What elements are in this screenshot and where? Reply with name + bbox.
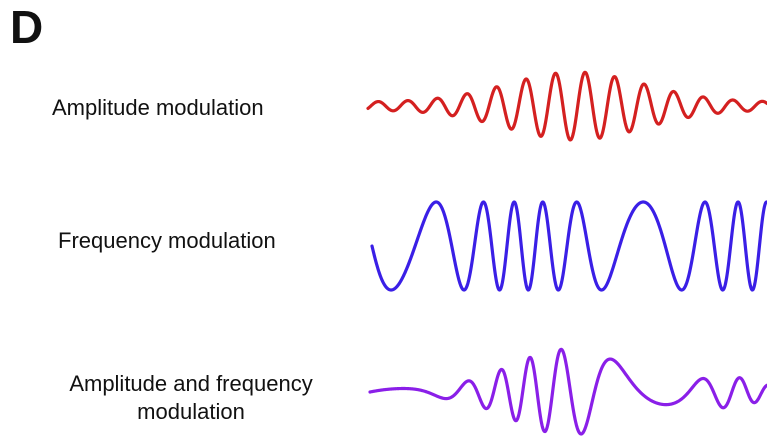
panel-letter: D: [10, 1, 44, 53]
afm-label-line1: Amplitude and frequency: [69, 371, 313, 396]
amplitude-modulation-wave: [366, 70, 767, 142]
amplitude-frequency-modulation-label: Amplitude and frequency modulation: [36, 370, 346, 426]
frequency-modulation-wave: [370, 200, 767, 292]
afm-label-line2: modulation: [137, 399, 245, 424]
amplitude-frequency-modulation-wave: [368, 347, 767, 436]
amplitude-modulation-label: Amplitude modulation: [52, 95, 264, 120]
frequency-modulation-label: Frequency modulation: [58, 228, 276, 253]
